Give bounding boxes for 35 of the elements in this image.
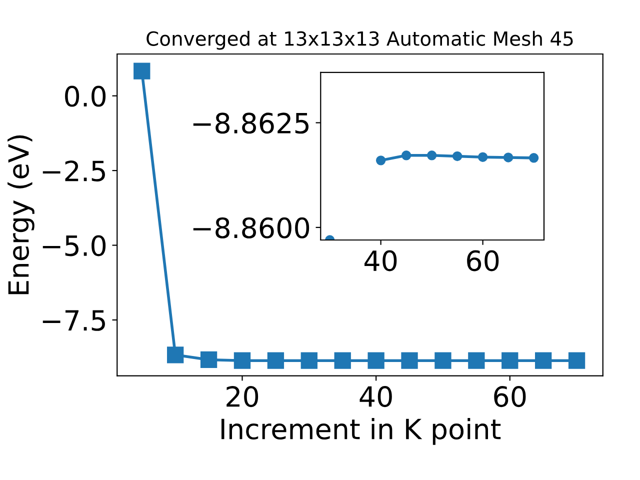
- point: [368, 352, 384, 369]
- x-tick-label: 40: [360, 386, 392, 408]
- y-tick-label: −5.0: [42, 235, 106, 256]
- x-tick-label: 20: [226, 386, 258, 408]
- x-tick-label: 60: [494, 386, 526, 408]
- point: [568, 352, 586, 369]
- point: [468, 352, 485, 369]
- point: [502, 352, 518, 369]
- y-axis-title: Energy (eV): [8, 135, 34, 294]
- y-tick-label: −8.8600: [193, 217, 310, 238]
- y-tick-label: −7.5: [42, 310, 105, 331]
- point: [426, 150, 437, 160]
- y-tick-label: −2.5: [42, 160, 105, 182]
- x-tick-label: 40: [364, 250, 397, 272]
- x-tick-label: 60: [467, 250, 499, 272]
- point: [200, 351, 218, 368]
- point: [166, 346, 184, 364]
- point: [434, 352, 452, 369]
- point: [234, 352, 251, 369]
- chart-title: Converged at 13x13x13 Automatic Mesh 45: [146, 30, 573, 50]
- x-axis-title: Increment in K point: [221, 418, 501, 445]
- y-tick-label: −8.8625: [193, 112, 308, 134]
- y-tick-label: 0.0: [65, 86, 106, 107]
- point: [478, 152, 488, 162]
- point: [534, 352, 552, 369]
- point: [134, 62, 150, 80]
- point: [334, 352, 351, 369]
- point: [528, 153, 539, 163]
- point: [401, 150, 412, 160]
- point: [267, 352, 284, 369]
- point: [300, 352, 318, 369]
- point: [452, 151, 462, 162]
- point: [503, 152, 514, 162]
- point: [401, 352, 418, 369]
- point: [376, 156, 386, 166]
